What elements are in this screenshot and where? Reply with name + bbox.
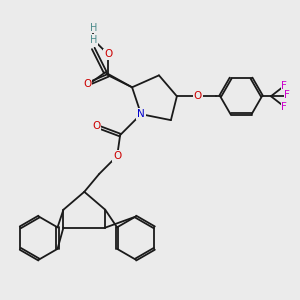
Text: F: F [284,90,290,100]
Text: N: N [137,109,145,119]
Text: O: O [89,36,98,46]
Text: F: F [281,81,287,91]
Text: H: H [90,22,97,33]
Text: O: O [83,79,92,89]
Text: O: O [92,121,100,131]
Text: F: F [281,102,287,112]
Text: H: H [90,34,97,44]
Text: O: O [104,50,112,59]
Text: O: O [194,91,202,101]
Text: O: O [113,151,121,161]
